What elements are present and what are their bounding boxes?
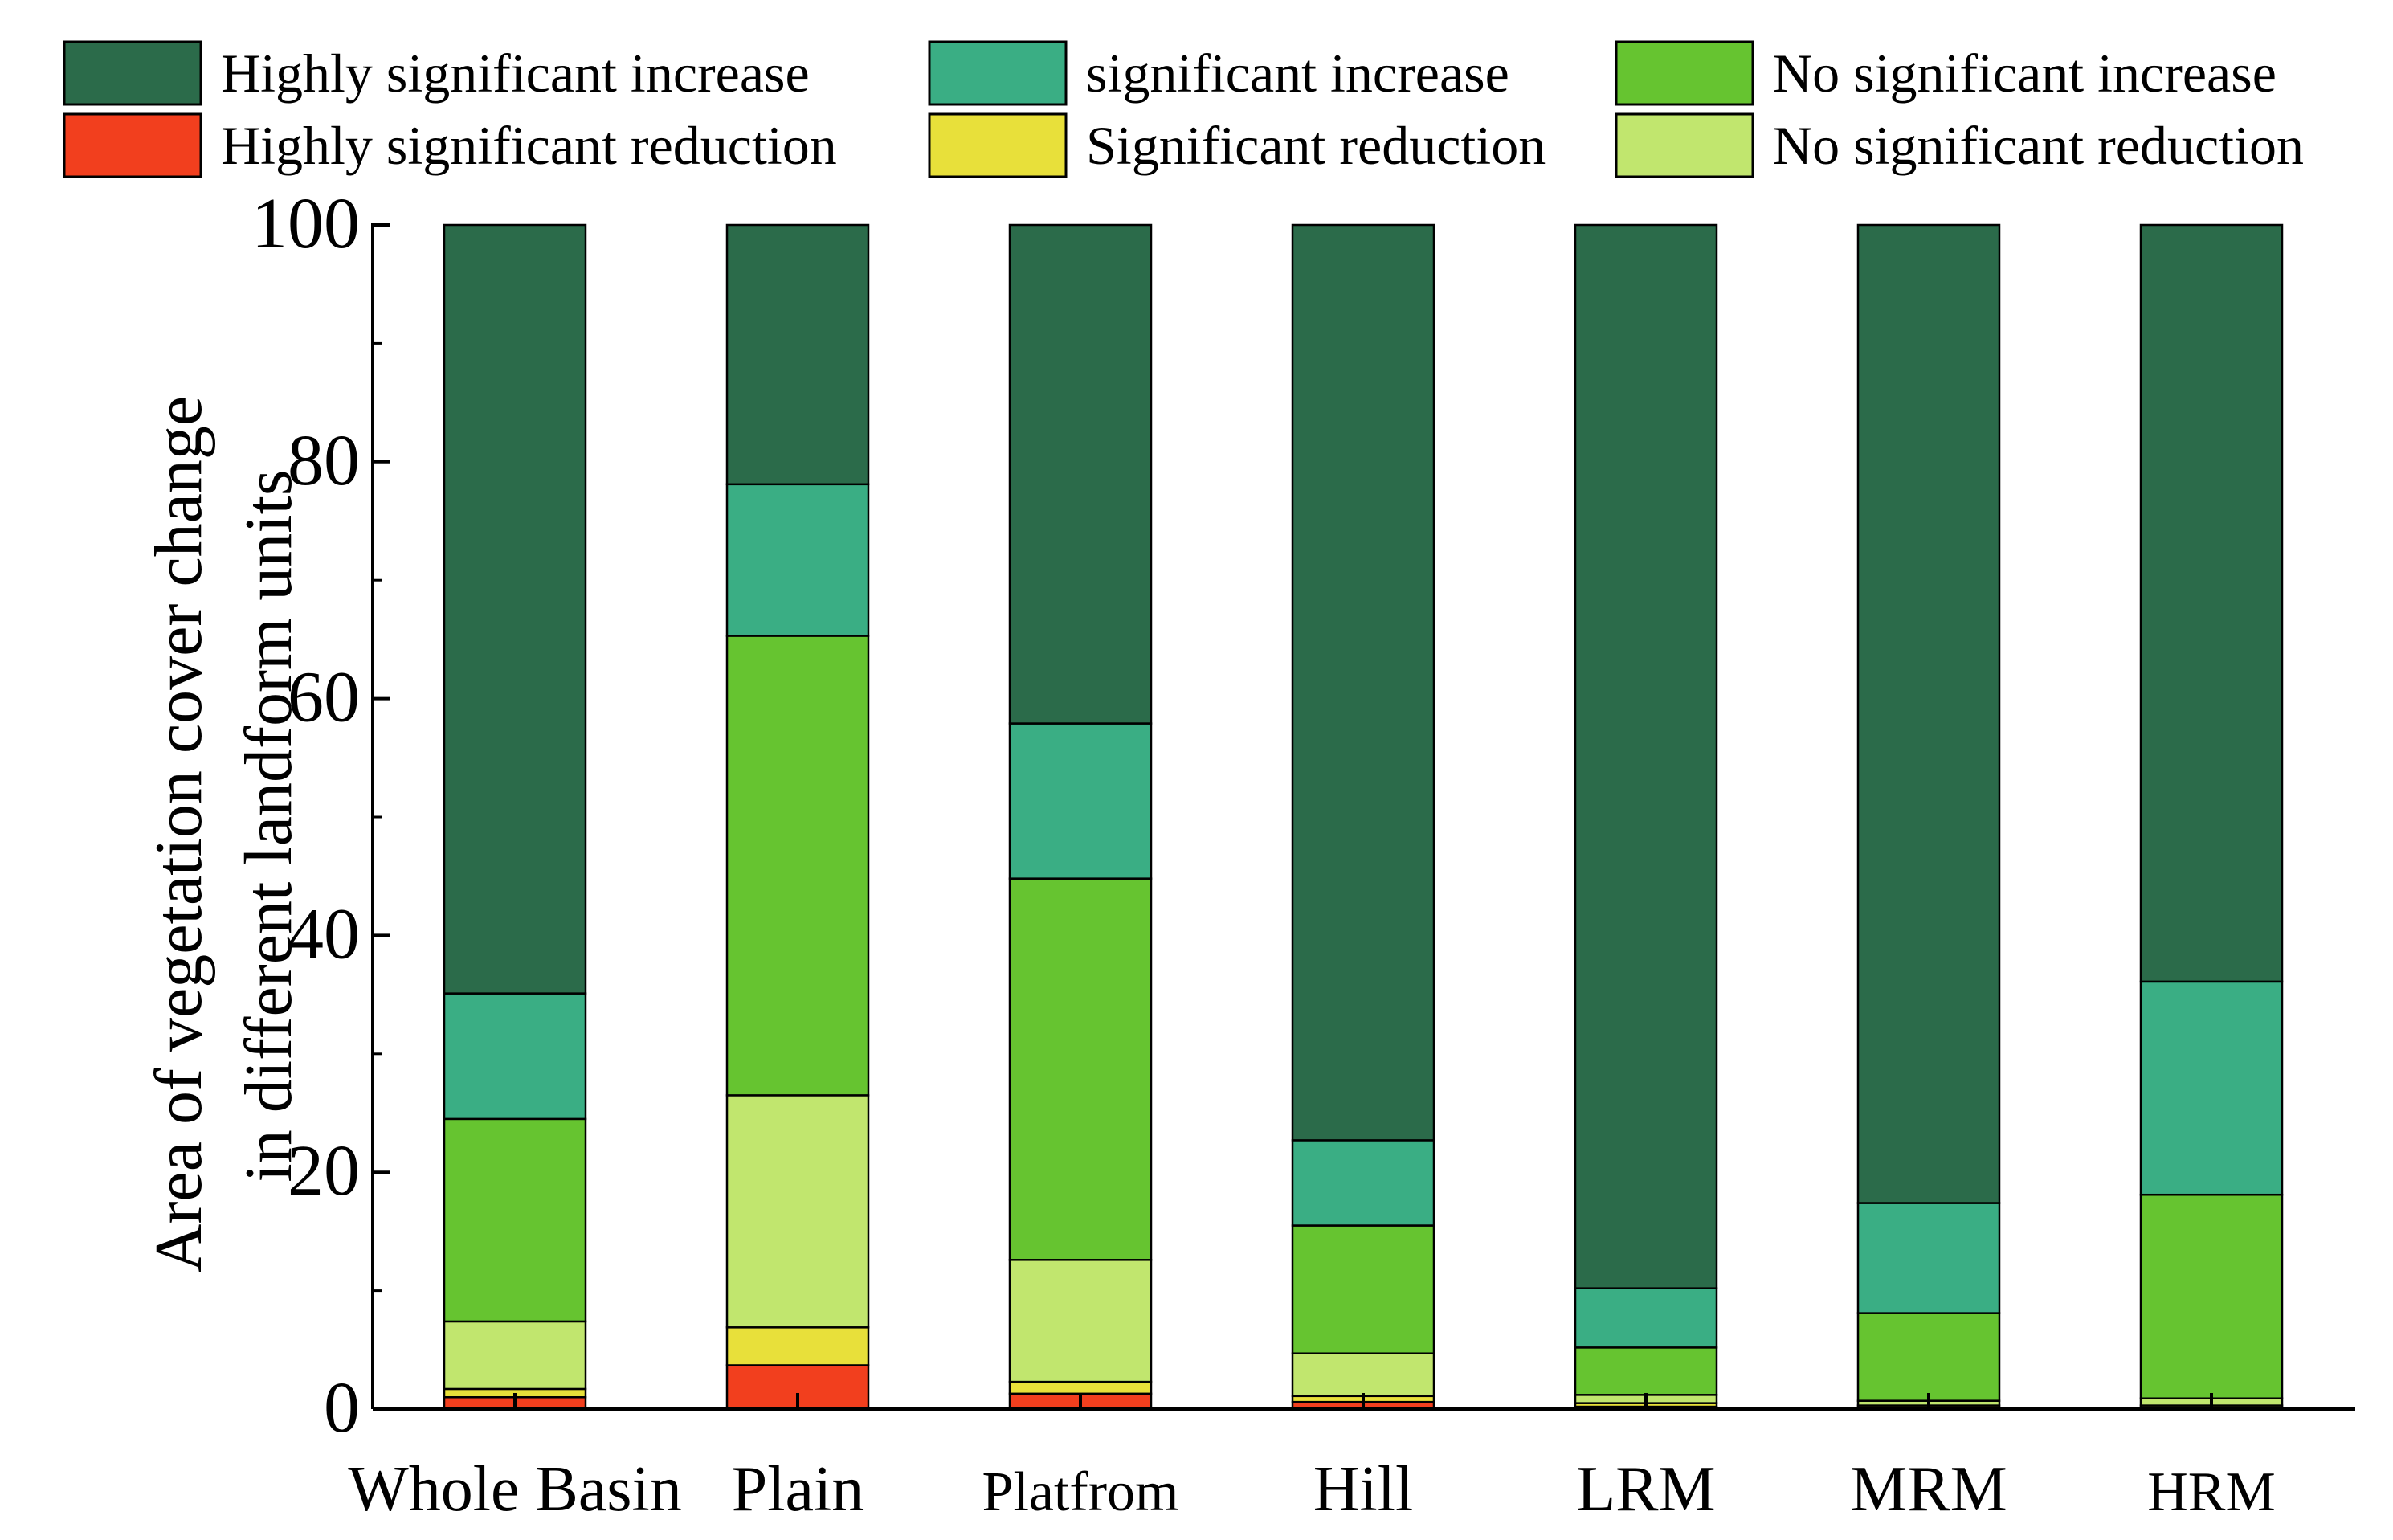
legend-swatch-no-significant-increase bbox=[1615, 40, 1754, 106]
legend-label-significant-reduction: Significant reduction bbox=[1086, 115, 1546, 176]
x-category-label-platfrom: Platfrom bbox=[982, 1461, 1179, 1523]
y-axis-title-line-2: in different landform units bbox=[231, 469, 306, 1182]
bar-whole-basin-no-significant-reduction bbox=[443, 1320, 587, 1391]
legend-label-significant-increase: significant increase bbox=[1086, 43, 1509, 104]
y-axis-title: Area of vegetation cover change in diffe… bbox=[141, 379, 306, 1272]
legend-swatch-significant-increase bbox=[928, 40, 1068, 106]
bar-whole-basin-highly-significant-increase bbox=[443, 223, 587, 995]
bar-whole-basin-no-significant-increase bbox=[443, 1117, 587, 1323]
legend: Highly significant increase significant i… bbox=[63, 40, 2304, 178]
bar-hill-no-significant-increase bbox=[1291, 1224, 1435, 1354]
y-tick-label-20: 20 bbox=[288, 1131, 360, 1211]
bar-plain-significant-increase bbox=[725, 483, 870, 637]
bar-hrm-no-significant-increase bbox=[2139, 1193, 2284, 1399]
bar-hrm-significant-increase bbox=[2139, 980, 2284, 1196]
legend-swatch-no-significant-reduction bbox=[1615, 112, 1754, 178]
bar-hill-no-significant-reduction bbox=[1291, 1352, 1435, 1398]
legend-label-highly-significant-reduction: Highly significant reduction bbox=[221, 115, 837, 176]
legend-swatch-significant-reduction bbox=[928, 112, 1068, 178]
bar-plain-highly-significant-increase bbox=[725, 223, 870, 486]
bar-whole-basin-significant-increase bbox=[443, 992, 587, 1121]
bar-platfrom-highly-significant-increase bbox=[1008, 223, 1153, 725]
x-category-label-whole-basin: Whole Basin bbox=[348, 1454, 681, 1525]
bar-hill-significant-increase bbox=[1291, 1139, 1435, 1227]
bar-lrm-significant-increase bbox=[1574, 1287, 1718, 1349]
bars bbox=[443, 223, 2284, 1411]
x-category-label-lrm: LRM bbox=[1576, 1454, 1715, 1525]
legend-label-highly-significant-increase: Highly significant increase bbox=[221, 43, 810, 104]
bar-mrm-highly-significant-increase bbox=[1856, 223, 2001, 1204]
legend-swatch-highly-significant-increase bbox=[63, 40, 202, 106]
legend-label-no-significant-increase: No significant increase bbox=[1773, 43, 2277, 104]
legend-label-no-significant-reduction: No significant reduction bbox=[1773, 115, 2304, 176]
bar-platfrom-significant-reduction bbox=[1008, 1380, 1153, 1395]
y-tick-label-40: 40 bbox=[288, 894, 360, 974]
bar-plain-no-significant-reduction bbox=[725, 1094, 870, 1329]
bar-plain-significant-reduction bbox=[725, 1326, 870, 1366]
y-tick-label-0: 0 bbox=[324, 1368, 360, 1448]
x-category-label-mrm: MRM bbox=[1850, 1454, 2007, 1525]
y-tick-label-100: 100 bbox=[251, 184, 360, 263]
bar-lrm-no-significant-increase bbox=[1574, 1346, 1718, 1396]
bar-lrm-highly-significant-increase bbox=[1574, 223, 1718, 1289]
x-category-label-hill: Hill bbox=[1313, 1454, 1413, 1525]
bar-platfrom-significant-increase bbox=[1008, 722, 1153, 880]
y-tick-label-60: 60 bbox=[288, 658, 360, 737]
y-tick-label-80: 80 bbox=[288, 421, 360, 500]
bar-mrm-no-significant-increase bbox=[1856, 1312, 2001, 1402]
bar-plain-no-significant-increase bbox=[725, 635, 870, 1097]
x-categories: Whole Basin Plain Platfrom Hill LRM MRM HRM bbox=[348, 1393, 2276, 1525]
bar-hrm-highly-significant-increase bbox=[2139, 223, 2284, 983]
x-category-label-hrm: HRM bbox=[2147, 1461, 2275, 1523]
bar-mrm-significant-increase bbox=[1856, 1202, 2001, 1314]
y-ticks: 0 20 40 60 80 100 bbox=[251, 184, 390, 1448]
bar-hill-highly-significant-increase bbox=[1291, 223, 1435, 1142]
bar-platfrom-no-significant-reduction bbox=[1008, 1259, 1153, 1383]
x-category-label-plain: Plain bbox=[732, 1454, 864, 1525]
legend-swatch-highly-significant-reduction bbox=[63, 112, 202, 178]
bar-platfrom-no-significant-increase bbox=[1008, 877, 1153, 1261]
y-axis-title-line-1: Area of vegetation cover change bbox=[141, 396, 216, 1272]
